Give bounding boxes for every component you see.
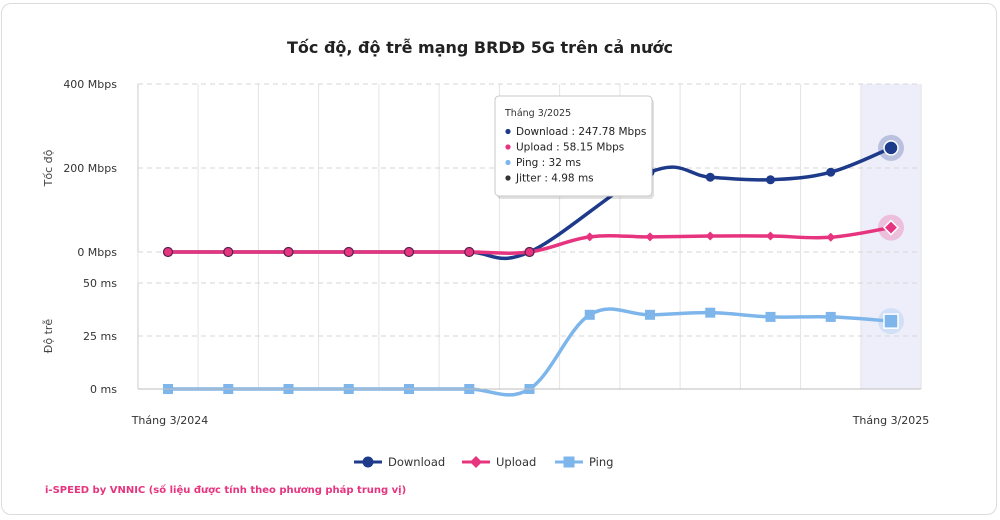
- point-download-overlap: [403, 246, 415, 258]
- point-ping: [765, 311, 776, 322]
- series-line-ping: [168, 307, 892, 397]
- chart-svg: Tốc độ, độ trễ mạng BRDĐ 5G trên cả nước…: [42, 38, 930, 496]
- tooltip-item: Jitter : 4.98 ms: [515, 173, 594, 185]
- point-download: [766, 175, 775, 185]
- tooltip-box: [494, 95, 653, 197]
- point-download: [705, 172, 715, 182]
- y-tick-label: 0 Mbps: [77, 246, 117, 259]
- legend-marker: [470, 456, 482, 468]
- point-upload: [882, 219, 900, 236]
- tooltip-dot: [505, 159, 511, 166]
- point-ping: [825, 311, 836, 322]
- point-download-overlap: [223, 246, 234, 258]
- point-ping: [645, 309, 655, 320]
- tooltip-item: Download : 247.78 Mbps: [516, 126, 646, 138]
- point-download-overlap: [524, 246, 535, 258]
- chart-title: Tốc độ, độ trễ mạng BRDĐ 5G trên cả nước: [287, 38, 673, 57]
- tooltip-dot: [505, 175, 511, 181]
- y-axis-label: Độ trễ: [42, 319, 55, 354]
- tooltip-dot: [505, 128, 511, 135]
- point-upload: [766, 231, 775, 241]
- point-upload: [705, 231, 715, 241]
- legend-label: Ping: [589, 455, 613, 469]
- point-download-overlap: [464, 246, 475, 258]
- point-download: [826, 167, 836, 177]
- point-ping: [584, 309, 595, 320]
- point-download-overlap: [283, 246, 294, 258]
- y-tick-label: 400 Mbps: [63, 78, 117, 91]
- legend-marker: [362, 456, 374, 468]
- point-ping: [883, 313, 899, 329]
- chart-card: Tốc độ, độ trễ mạng BRDĐ 5G trên cả nước…: [1, 3, 997, 515]
- point-ping: [705, 307, 716, 318]
- y-tick-label: 200 Mbps: [63, 162, 117, 175]
- y-axis-label: Tốc độ: [42, 149, 55, 187]
- highlight-band: [860, 84, 922, 389]
- footer-note: i-SPEED by VNNIC (số liệu được tính theo…: [45, 483, 406, 496]
- tooltip-item: Ping : 32 ms: [516, 157, 581, 169]
- tooltip-dot: [505, 144, 511, 150]
- point-download: [883, 140, 899, 156]
- y-tick-label: 50 ms: [83, 277, 117, 290]
- tooltip: Tháng 3/2025 Download : 247.78 Mbps Upload…: [494, 95, 654, 199]
- point-download-overlap: [162, 246, 174, 258]
- legend[interactable]: Download Upload Ping: [354, 455, 613, 469]
- point-upload: [645, 232, 655, 242]
- tooltip-item: Upload : 58.15 Mbps: [516, 142, 624, 154]
- point-upload: [826, 232, 836, 242]
- legend-marker: [563, 456, 575, 468]
- x-tick-label: Tháng 3/2024: [131, 414, 209, 427]
- point-upload: [585, 232, 595, 242]
- legend-label: Upload: [496, 455, 536, 469]
- y-tick-label: 0 ms: [90, 383, 117, 396]
- tooltip-title: Tháng 3/2025: [504, 108, 571, 119]
- y-tick-label: 25 ms: [83, 330, 117, 343]
- point-download-overlap: [343, 246, 354, 258]
- legend-label: Download: [388, 455, 445, 469]
- x-tick-label: Tháng 3/2025: [852, 414, 930, 427]
